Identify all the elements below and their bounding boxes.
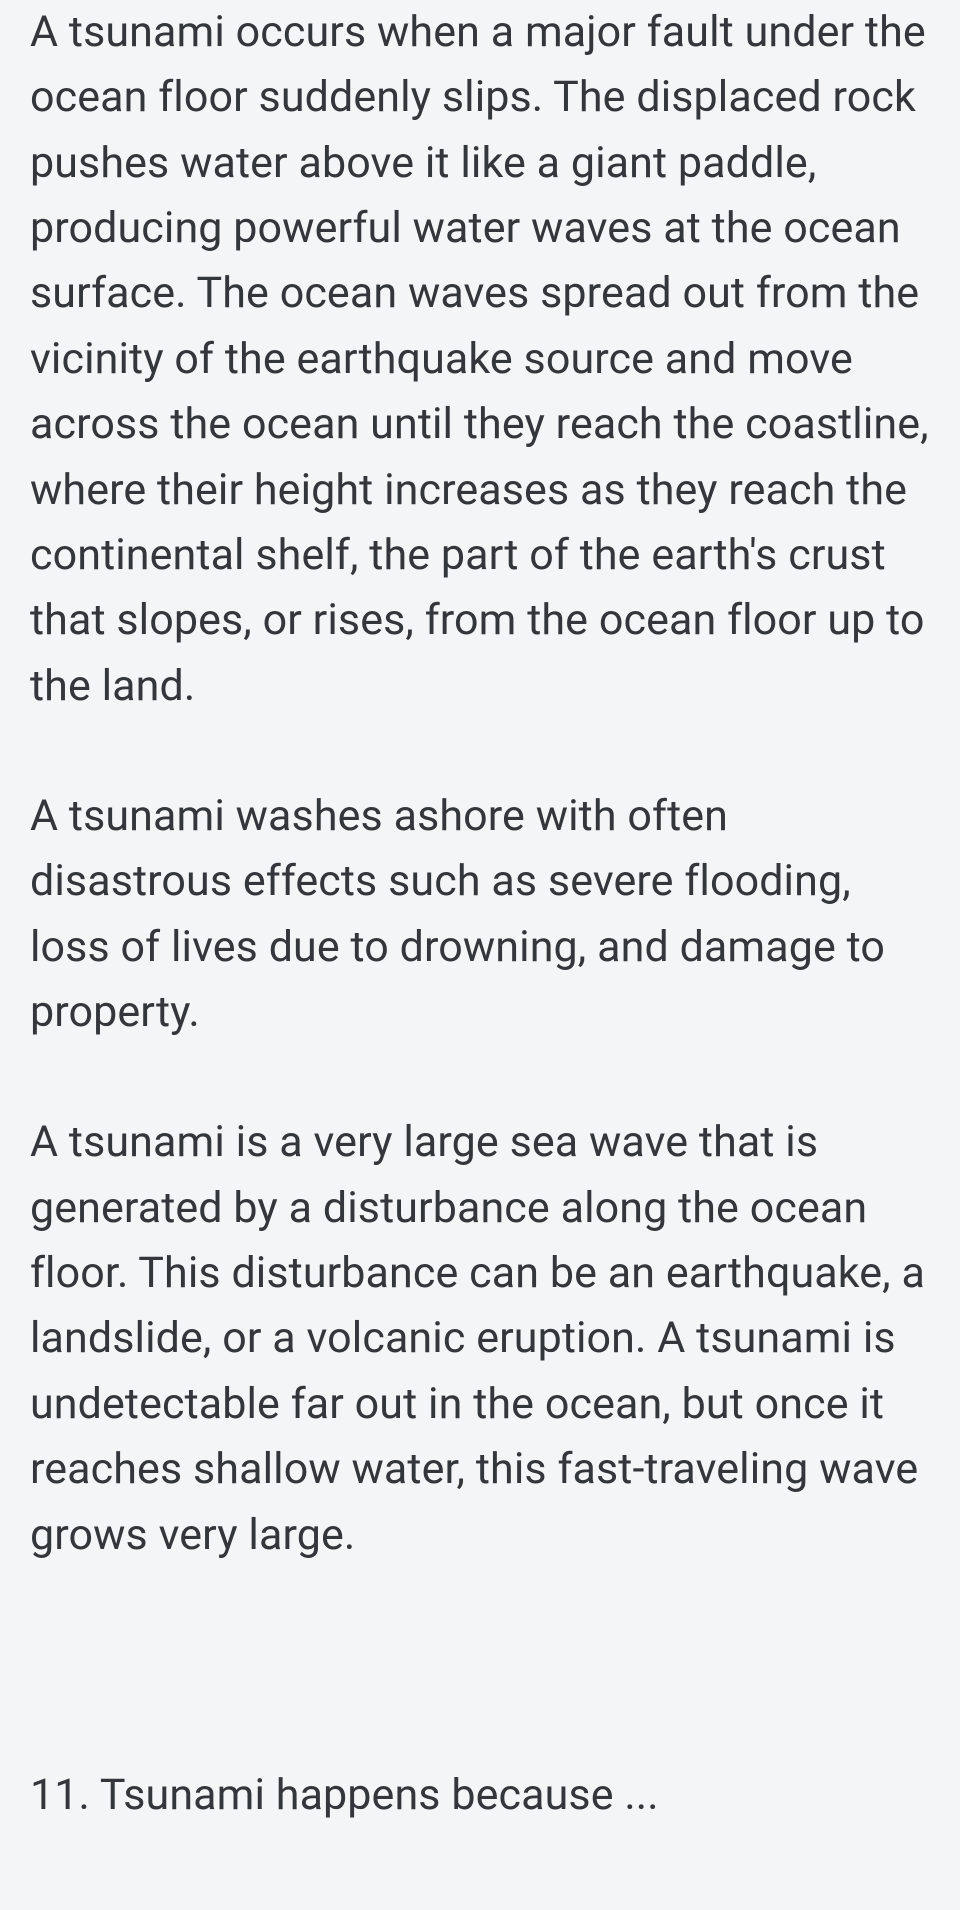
paragraph-gap [30,1045,930,1110]
passage-paragraph-3: A tsunami is a very large sea wave that … [30,1110,930,1568]
passage-paragraph-2: A tsunami washes ashore with often disas… [30,784,930,1045]
passage-paragraph-1: A tsunami occurs when a major fault unde… [30,0,930,719]
paragraph-gap [30,719,930,784]
section-gap [30,1568,930,1763]
question-11: 11. Tsunami happens because ... [30,1763,930,1828]
